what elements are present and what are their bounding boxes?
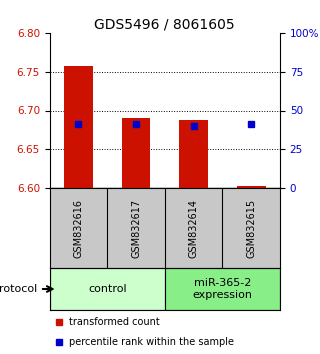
Text: transformed count: transformed count	[69, 317, 160, 327]
Text: control: control	[88, 284, 126, 294]
Bar	[179, 120, 208, 188]
Text: GSM832615: GSM832615	[246, 199, 256, 258]
Text: percentile rank within the sample: percentile rank within the sample	[69, 337, 234, 347]
Text: GSM832617: GSM832617	[131, 199, 141, 258]
Bar	[237, 187, 266, 188]
Bar	[165, 268, 280, 310]
Title: GDS5496 / 8061605: GDS5496 / 8061605	[94, 18, 235, 32]
Text: GSM832614: GSM832614	[188, 199, 199, 257]
Text: protocol: protocol	[0, 284, 37, 294]
Bar	[64, 65, 93, 188]
Bar	[122, 118, 150, 188]
Text: miR-365-2
expression: miR-365-2 expression	[192, 278, 252, 300]
Bar	[50, 268, 165, 310]
Text: GSM832616: GSM832616	[73, 199, 84, 257]
